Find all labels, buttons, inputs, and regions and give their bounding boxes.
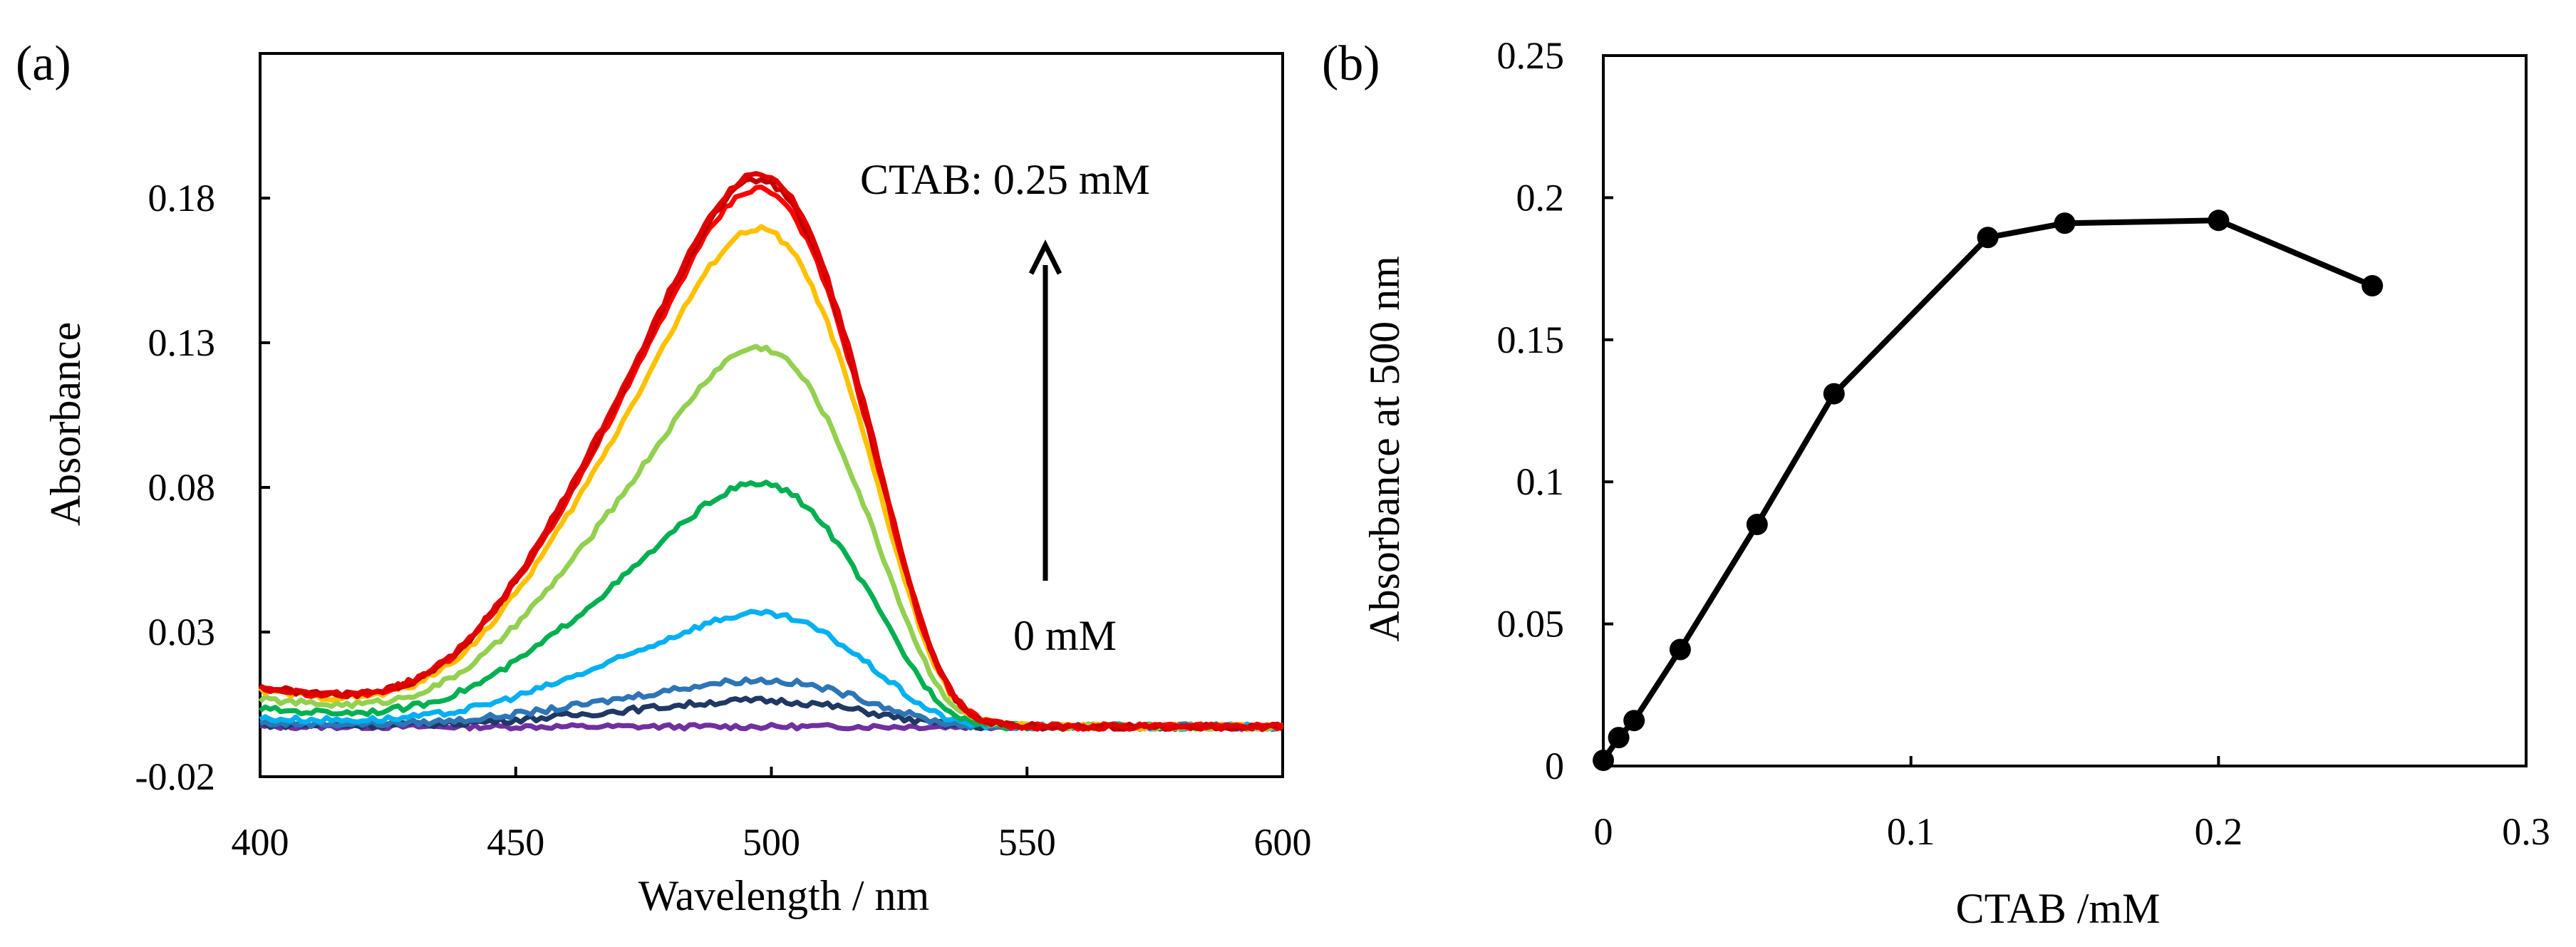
panel-a: (a) 400 450 500 550 600 -0.02 0.03 0.08 0.13 0.1… [16, 36, 1312, 919]
panel-a-y-tick-label: -0.02 [135, 755, 215, 798]
spectrum-line [258, 224, 1283, 733]
data-point [1823, 383, 1845, 405]
panel-a-x-tick-label: 550 [998, 821, 1056, 864]
panel-a-x-axis-label: Wavelength / nm [638, 872, 929, 919]
data-point [2208, 209, 2230, 232]
panel-a-y-ticks: -0.02 0.03 0.08 0.13 0.18 [135, 177, 270, 798]
data-point [1608, 727, 1630, 749]
panel-b-label: (b) [1322, 36, 1380, 91]
arrow-head-icon [1028, 239, 1062, 275]
panel-b-y-tick-label: 0.05 [1497, 603, 1565, 646]
spectrum-line [258, 480, 1285, 733]
panel-a-y-tick-label: 0.08 [148, 466, 216, 509]
data-point [2362, 275, 2384, 297]
data-point [1623, 710, 1645, 732]
panel-b-x-tick-label: 0.2 [2195, 810, 2243, 853]
spectrum-line [258, 343, 1283, 733]
data-point [2054, 212, 2076, 234]
panel-a-label: (a) [16, 36, 71, 91]
panel-b-y-tick-label: 0 [1545, 745, 1564, 787]
annotation-ctab-top: CTAB: 0.25 mM [860, 156, 1150, 203]
panel-b-y-tick-label: 0.25 [1497, 34, 1565, 77]
panel-b-x-ticks: 0 0.1 0.2 0.3 [1594, 756, 2550, 853]
series-line [1600, 217, 2374, 762]
panel-a-y-axis-label: Absorbance [42, 322, 89, 527]
panel-b-series-group [1593, 209, 2384, 772]
panel-a-x-tick-label: 600 [1254, 821, 1312, 864]
panel-a-x-tick-label: 450 [487, 821, 544, 864]
annotation-ctab-bottom: 0 mM [1013, 612, 1117, 659]
panel-a-x-tick-label: 400 [232, 821, 289, 864]
panel-a-x-ticks: 400 450 500 550 600 [232, 767, 1312, 864]
panel-b-x-tick-label: 0.3 [2502, 810, 2550, 853]
data-point [1977, 227, 1999, 249]
spectrum-line [258, 185, 1285, 732]
data-point [1746, 514, 1768, 536]
spectrum-line [259, 609, 1284, 733]
panel-b-x-tick-label: 0.1 [1887, 810, 1935, 853]
panel-b-y-ticks: 0 0.05 0.1 0.15 0.2 0.25 [1497, 34, 1613, 787]
panel-a-series-group [258, 171, 1285, 733]
panel-a-y-tick-label: 0.03 [148, 611, 216, 653]
spectrum-line [259, 176, 1284, 732]
panel-b-y-axis-label: Absorbance at 500 nm [1361, 256, 1408, 642]
panel-a-y-tick-label: 0.13 [148, 321, 216, 364]
panel-b: (b) 0 0.1 0.2 0.3 0 0.05 0.1 0.15 0.2 0.25 CTAB … [1322, 34, 2550, 932]
panel-a-x-tick-label: 500 [743, 821, 800, 864]
spectrum-line [259, 171, 1285, 733]
data-point [1669, 638, 1691, 661]
panel-b-y-tick-label: 0.1 [1516, 460, 1565, 503]
panel-b-x-axis-label: CTAB /mM [1956, 885, 2161, 932]
panel-b-plot-frame [1602, 54, 2528, 767]
panel-b-y-tick-label: 0.15 [1497, 319, 1565, 361]
panel-b-x-tick-label: 0 [1594, 810, 1613, 853]
panel-b-y-tick-label: 0.2 [1516, 176, 1565, 219]
panel-a-y-tick-label: 0.18 [148, 177, 216, 219]
